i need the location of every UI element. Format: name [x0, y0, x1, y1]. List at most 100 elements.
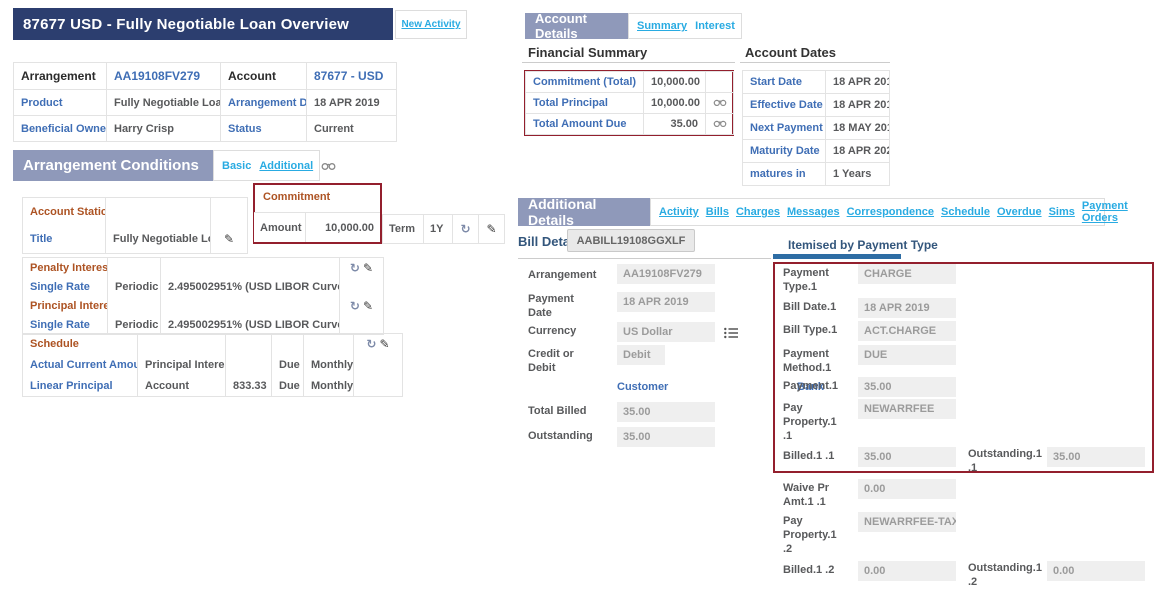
account-details-tabbar: Summary Interest [628, 13, 742, 39]
edit-icon[interactable]: ✎ [486, 222, 497, 236]
date-label: Start Date [742, 70, 826, 94]
rate-label: Single Rate [30, 281, 90, 293]
tab-interest[interactable]: Interest [695, 20, 735, 32]
arr-value: Current [306, 115, 397, 142]
arrangement-conditions-tabbar: Basic Additional [213, 150, 336, 181]
arr-label: Account [220, 62, 307, 90]
arr-label: Arrangement Date [220, 89, 307, 116]
refresh-icon[interactable]: ↻ [460, 222, 471, 236]
date-label: Maturity Date [742, 139, 826, 163]
spacer-cell [107, 257, 161, 278]
tab-schedule[interactable]: Schedule [941, 206, 990, 218]
date-value: 18 APR 2020 [825, 139, 890, 163]
edit-icon[interactable]: ✎ [363, 261, 374, 275]
tab-charges[interactable]: Charges [735, 206, 781, 218]
field-bill-type-1[interactable]: ACT.CHARGE [858, 321, 956, 341]
list-lookup-icon[interactable] [724, 326, 738, 344]
field-payment-date-value[interactable]: 18 APR 2019 [617, 292, 715, 312]
tab-payment-orders[interactable]: Payment Orders [1081, 200, 1128, 224]
field-label: Bill Type.1 [783, 324, 838, 336]
arr-value: 87677 - USD [306, 62, 397, 90]
field-label: Credit or Debit [528, 348, 574, 374]
field-label: Outstanding.1 .1 [968, 448, 1042, 474]
principal-interest-header: Principal Interest [30, 300, 108, 312]
fin-value: 10,000.00 [643, 92, 706, 114]
edit-icon[interactable]: ✎ [379, 337, 390, 352]
account-details-header: Account Details [525, 11, 628, 41]
additional-details-header: Additional Details [518, 196, 650, 228]
field-waive-pr-amt[interactable]: 0.00 [858, 479, 956, 499]
tab-basic[interactable]: Basic [222, 159, 252, 172]
refresh-icon[interactable]: ↻ [349, 261, 360, 275]
tab-sims[interactable]: Sims [1048, 206, 1075, 218]
refresh-icon[interactable]: ↻ [349, 299, 360, 313]
arrangement-conditions-header: Arrangement Conditions [13, 150, 213, 181]
schedule-cell: 833.33 [225, 375, 272, 397]
spacer-cell [107, 296, 161, 316]
term-value: 1Y [423, 214, 453, 244]
field-outstanding-value[interactable]: 35.00 [617, 427, 715, 447]
tab-correspondence[interactable]: Correspondence [846, 206, 935, 218]
new-activity-box: New Activity [395, 10, 467, 39]
new-activity-link[interactable]: New Activity [401, 19, 461, 30]
financial-summary-highlight-box: Commitment (Total) 10,000.00 Total Princ… [524, 70, 734, 136]
field-arrangement-value[interactable]: AA19108FV279 [617, 264, 715, 284]
itemised-active-tab-bar [773, 254, 901, 259]
field-label: Pay Property.1 .2 [783, 515, 837, 555]
arr-label: Beneficial Owner [13, 115, 107, 142]
rate-value: 2.495002951% (USD LIBOR Curve ) [160, 316, 340, 335]
edit-icon[interactable]: ✎ [363, 299, 374, 313]
field-pay-property-1-2[interactable]: NEWARRFEE-TAX [858, 512, 956, 532]
field-bill-date-1[interactable]: 18 APR 2019 [858, 298, 956, 318]
binoculars-icon[interactable] [713, 98, 727, 110]
fin-value: 35.00 [643, 113, 706, 135]
field-label: Payment Method.1 [783, 348, 832, 374]
tab-activity[interactable]: Activity [659, 206, 699, 218]
field-credit-debit-value[interactable]: Debit [617, 345, 665, 365]
term-label: Term [382, 214, 424, 244]
field-total-billed-value[interactable]: 35.00 [617, 402, 715, 422]
tab-overdue[interactable]: Overdue [996, 206, 1042, 218]
bill-id-button[interactable]: AABILL19108GGXLF [567, 229, 695, 252]
schedule-cell: Due [271, 375, 304, 397]
field-label: Waive Pr Amt.1 .1 [783, 482, 830, 508]
field-outstanding-1-1[interactable]: 35.00 [1047, 447, 1145, 467]
schedule-cell: Monthly [303, 375, 354, 397]
binoculars-icon[interactable] [713, 119, 727, 131]
tab-messages[interactable]: Messages [787, 206, 840, 218]
tab-additional[interactable]: Additional [259, 159, 314, 172]
arrangement-info-table: Arrangement AA19108FV279 Account 87677 -… [13, 62, 397, 142]
field-billed-1-1[interactable]: 35.00 [858, 447, 956, 467]
tab-summary[interactable]: Summary [637, 20, 688, 32]
field-payment-1[interactable]: 35.00 [858, 377, 956, 397]
spacer-cell [137, 333, 226, 355]
field-billed-1-2[interactable]: 0.00 [858, 561, 956, 581]
field-currency-value[interactable]: US Dollar [617, 322, 715, 342]
bank-link[interactable]: Bank [797, 381, 824, 393]
tab-bills[interactable]: Bills [705, 206, 729, 218]
spacer-cell [353, 354, 403, 376]
field-label: Billed.1 .2 [783, 564, 835, 576]
spacer-cell [339, 316, 384, 335]
field-outstanding-1-2[interactable]: 0.00 [1047, 561, 1145, 581]
interest-conditions-table: Penalty Interest ↻ ✎ Single Rate Periodi… [22, 257, 384, 335]
binoculars-icon[interactable] [321, 160, 336, 171]
page-title-bar: 87677 USD - Fully Negotiable Loan Overvi… [13, 8, 393, 40]
refresh-icon[interactable]: ↻ [366, 337, 377, 352]
commitment-header: Commitment [263, 191, 331, 203]
commitment-amount-value: 10,000.00 [305, 212, 380, 242]
arr-label: Status [220, 115, 307, 142]
field-label: Bill Date.1 [783, 301, 837, 313]
edit-icon[interactable]: ✎ [223, 232, 235, 247]
rate-value: 2.495002951% (USD LIBOR Curve ) [160, 278, 340, 296]
field-payment-type-1[interactable]: CHARGE [858, 264, 956, 284]
customer-link[interactable]: Customer [617, 381, 669, 393]
divider [522, 62, 735, 63]
commitment-term-row: Term 1Y ↻ ✎ [382, 214, 505, 244]
field-payment-method-1[interactable]: DUE [858, 345, 956, 365]
rate-period: Periodic [107, 278, 161, 296]
field-pay-property-1-1[interactable]: NEWARRFEE [858, 399, 956, 419]
date-label: matures in [742, 162, 826, 186]
